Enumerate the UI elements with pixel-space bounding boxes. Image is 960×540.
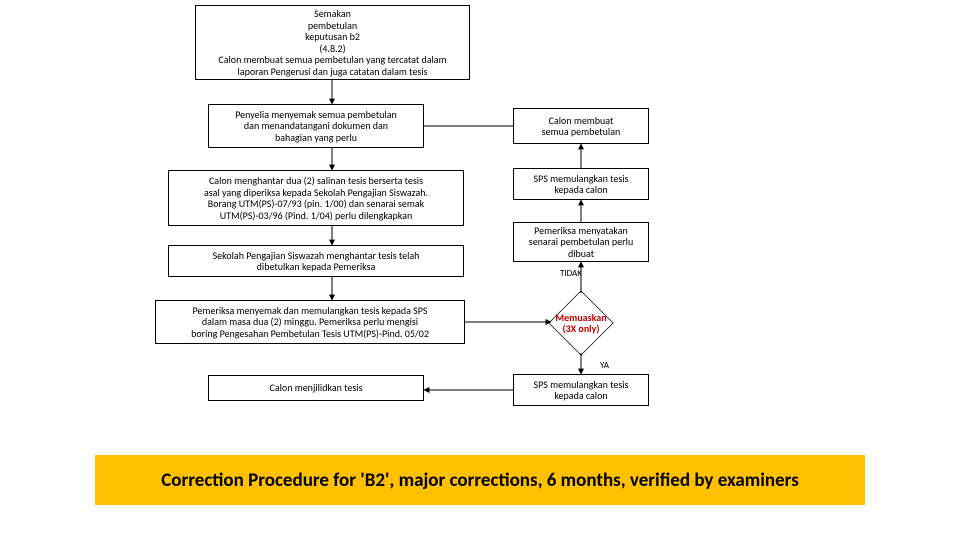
caption-text: Correction Procedure for 'B2', major cor… bbox=[161, 469, 799, 492]
node-calon-jilid: Calon menjilidkan tesis bbox=[208, 375, 424, 401]
node-text: Pemeriksa menyemak dan memulangkan tesis… bbox=[191, 305, 429, 340]
node-pemeriksa-semak: Pemeriksa menyemak dan memulangkan tesis… bbox=[155, 300, 465, 344]
node-sps-pulang-1: SPS memulangkan tesiskepada calon bbox=[513, 168, 649, 200]
node-text: Pemeriksa menyatakansenarai pembetulan p… bbox=[529, 225, 633, 260]
node-text: Calon membuatsemua pembetulan bbox=[542, 115, 621, 138]
node-sps-hantar: Sekolah Pengajian Siswazah menghantar te… bbox=[168, 245, 464, 277]
node-text: SPS memulangkan tesiskepada calon bbox=[534, 379, 629, 402]
decision-memuaskan: Memuaskan(3X only) bbox=[549, 291, 613, 355]
node-text: Semakanpembetulankeputusan b2(4.8.2)Calo… bbox=[218, 8, 446, 77]
caption-banner: Correction Procedure for 'B2', major cor… bbox=[95, 455, 865, 505]
node-text: SPS memulangkan tesiskepada calon bbox=[534, 173, 629, 196]
node-sps-pulang-2: SPS memulangkan tesiskepada calon bbox=[513, 374, 649, 406]
node-penyelia: Penyelia menyemak semua pembetulandan me… bbox=[208, 104, 424, 148]
decision-label: Memuaskan(3X only) bbox=[555, 312, 606, 334]
edge-label-tidak: TIDAK bbox=[560, 268, 582, 279]
node-calon-hantar: Calon menghantar dua (2) salinan tesis b… bbox=[168, 170, 464, 226]
node-text: Calon menjilidkan tesis bbox=[270, 382, 363, 394]
node-pemeriksa-senarai: Pemeriksa menyatakansenarai pembetulan p… bbox=[513, 222, 649, 262]
node-text: Penyelia menyemak semua pembetulandan me… bbox=[235, 109, 397, 144]
node-text: Calon menghantar dua (2) salinan tesis b… bbox=[204, 175, 428, 221]
node-text: Sekolah Pengajian Siswazah menghantar te… bbox=[213, 250, 420, 273]
edge-label-ya: YA bbox=[600, 360, 609, 371]
node-start-semakan: Semakanpembetulankeputusan b2(4.8.2)Calo… bbox=[195, 5, 470, 80]
node-calon-pembetulan: Calon membuatsemua pembetulan bbox=[513, 108, 649, 144]
